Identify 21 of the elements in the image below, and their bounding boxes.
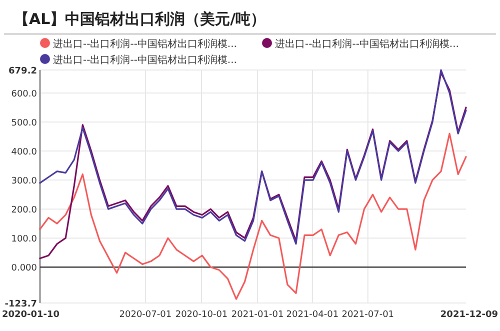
y-tick-label: 400.0 [11,148,38,158]
x-tick-label: 2020-07-01 [119,310,172,320]
x-tick-label: 2020-01-10 [2,310,60,320]
y-tick-label: 100.0 [11,234,38,245]
y-tick-label: 679.2 [8,66,37,76]
y-tick-label: 600.0 [11,89,38,100]
y-tick-label: 500.0 [11,118,38,129]
line-series [39,132,467,300]
legend-label: 进出口--出口利润--中国铝材出口利润模... [53,38,237,50]
legend-label: 进出口--出口利润--中国铝材出口利润模... [53,54,237,66]
y-tick-label: 0.000 [11,264,38,274]
x-tick-label: 2021-07-01 [342,310,394,320]
x-tick-label: 2021-01-01 [231,310,284,320]
legend-label: 进出口--出口利润--中国铝材出口利润模... [275,38,459,50]
x-tick-label: 2020-10-01 [175,310,228,320]
chart-title: 【AL】中国铝材出口利润（美元/吨） [14,10,266,28]
x-tick-label: 2021-04-01 [286,310,339,320]
y-tick-label: 200.0 [11,206,38,216]
x-tick-label: 2021-12-09 [440,310,498,320]
y-tick-label: -123.7 [4,300,37,310]
y-tick-label: 300.0 [11,176,38,187]
